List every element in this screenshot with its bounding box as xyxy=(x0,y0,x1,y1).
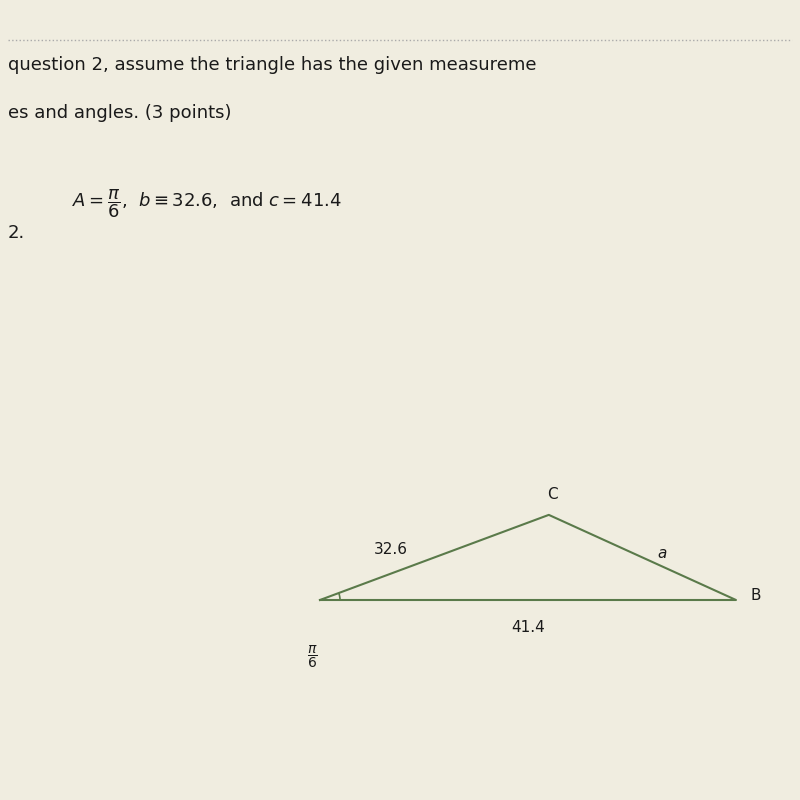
Text: $A = \dfrac{\pi}{6}$,  $b \equiv 32.6$,  and $c = 41.4$: $A = \dfrac{\pi}{6}$, $b \equiv 32.6$, a… xyxy=(72,188,342,220)
Text: 32.6: 32.6 xyxy=(374,542,407,557)
Text: C: C xyxy=(547,487,558,502)
Text: $\dfrac{\pi}{6}$: $\dfrac{\pi}{6}$ xyxy=(306,644,318,670)
Text: B: B xyxy=(750,589,762,603)
Text: es and angles. (3 points): es and angles. (3 points) xyxy=(8,104,231,122)
Text: question 2, assume the triangle has the given measureme: question 2, assume the triangle has the … xyxy=(8,56,537,74)
Text: a: a xyxy=(658,546,667,561)
Text: 2.: 2. xyxy=(8,224,26,242)
Text: 41.4: 41.4 xyxy=(511,621,545,635)
